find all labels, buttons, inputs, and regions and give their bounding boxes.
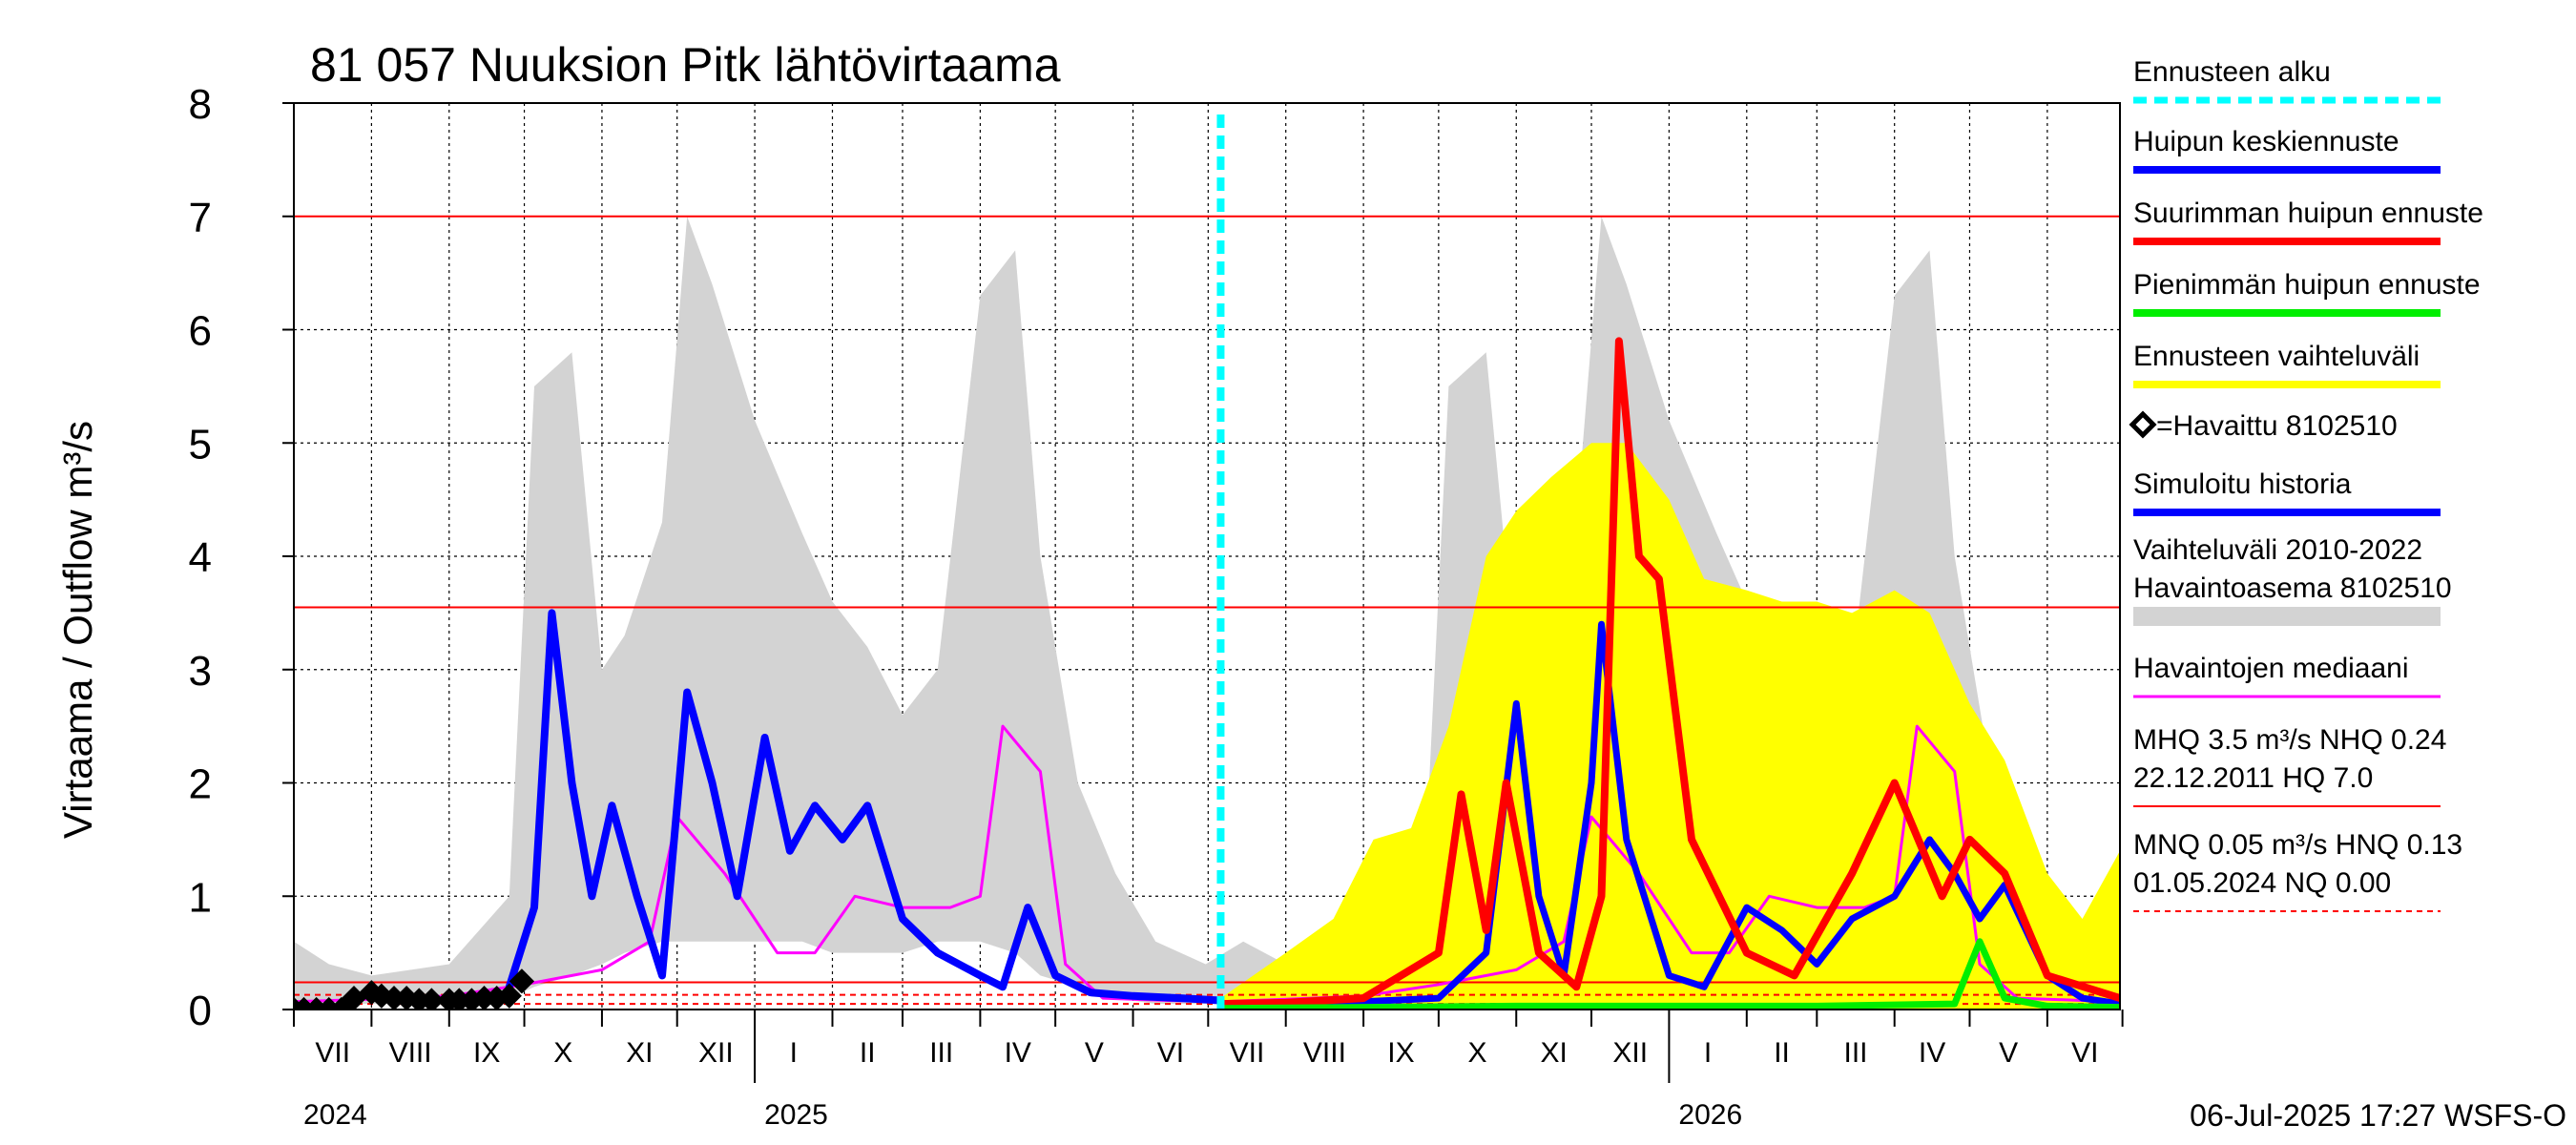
observed-point xyxy=(419,988,445,1010)
month-label: VI xyxy=(2071,1037,2098,1069)
legend-mhq-3-5-m-s-nhq-0-24-line2: 22.12.2011 HQ 7.0 xyxy=(2133,762,2373,794)
series-suurimman-huipun-ennuste xyxy=(1216,337,2120,1009)
y-tick-label: 5 xyxy=(189,421,212,468)
y-tick-label: 6 xyxy=(189,308,212,355)
month-label: IX xyxy=(473,1037,500,1069)
month-label: VII xyxy=(315,1037,350,1069)
month-label: XI xyxy=(1540,1037,1567,1069)
series-pienimm-n-huipun-ennuste xyxy=(1216,938,2120,1010)
month-label: XII xyxy=(698,1037,734,1069)
month-label: X xyxy=(553,1037,572,1069)
month-label: VII xyxy=(1230,1037,1265,1069)
series-simuloitu-historia xyxy=(505,609,1225,1005)
legend-vaihteluv-li-2010-2022: Vaihteluväli 2010-2022 xyxy=(2133,534,2422,566)
legend-havaintojen-mediaani: Havaintojen mediaani xyxy=(2133,653,2409,684)
footer-timestamp: 06-Jul-2025 17:27 WSFS-O xyxy=(2190,1098,2566,1133)
y-tick-label: 7 xyxy=(189,195,212,241)
month-label: I xyxy=(790,1037,798,1069)
observed-point xyxy=(509,968,535,994)
legend-pienimm-n-huipun-ennuste: Pienimmän huipun ennuste xyxy=(2133,269,2481,301)
month-label: III xyxy=(929,1037,953,1069)
plot-content xyxy=(294,215,2120,1010)
legend-huipun-keskiennuste: Huipun keskiennuste xyxy=(2133,126,2399,157)
legend-mnq-0-05-m-s-hnq-0-13-line2: 01.05.2024 NQ 0.00 xyxy=(2133,867,2391,899)
chart-title: 81 057 Nuuksion Pitk lähtövirtaama xyxy=(310,38,1061,92)
y-tick-label: 0 xyxy=(189,988,212,1034)
month-label: VIII xyxy=(389,1037,432,1069)
band-ennusteen-vaihteluv-li xyxy=(1220,443,2120,1010)
month-label: II xyxy=(1774,1037,1790,1069)
legend-havaittu-8102510: =Havaittu 8102510 xyxy=(2156,410,2398,442)
y-tick-label: 1 xyxy=(189,874,212,921)
y-axis-label: Virtaama / Outflow m³/s xyxy=(55,421,100,839)
month-label: V xyxy=(1085,1037,1104,1069)
month-label: I xyxy=(1704,1037,1712,1069)
month-label: IX xyxy=(1387,1037,1414,1069)
month-label: V xyxy=(1999,1037,2018,1069)
series-huipun-keskiennuste xyxy=(1216,620,2120,1008)
year-label: 2026 xyxy=(1678,1099,1742,1131)
year-label: 2024 xyxy=(303,1099,367,1131)
month-label: IV xyxy=(1005,1037,1031,1069)
month-label: VIII xyxy=(1303,1037,1346,1069)
y-tick-label: 3 xyxy=(189,648,212,695)
month-label: II xyxy=(860,1037,876,1069)
legend-suurimman-huipun-ennuste: Suurimman huipun ennuste xyxy=(2133,198,2483,229)
year-label: 2025 xyxy=(764,1099,828,1131)
y-tick-label: 8 xyxy=(189,81,212,128)
legend-observed-marker xyxy=(2129,410,2157,439)
legend-ennusteen-vaihteluv-li: Ennusteen vaihteluväli xyxy=(2133,341,2420,372)
month-label: XII xyxy=(1612,1037,1648,1069)
legend: Ennusteen alku Huipun keskiennuste Suurimm… xyxy=(2129,56,2483,912)
legend-mhq-3-5-m-s-nhq-0-24: MHQ 3.5 m³/s NHQ 0.24 xyxy=(2133,724,2446,756)
legend-simuloitu-historia: Simuloitu historia xyxy=(2133,468,2352,500)
month-label: III xyxy=(1844,1037,1868,1069)
y-tick-label: 2 xyxy=(189,761,212,808)
legend-ennusteen-alku: Ennusteen alku xyxy=(2133,56,2331,88)
legend-mnq-0-05-m-s-hnq-0-13: MNQ 0.05 m³/s HNQ 0.13 xyxy=(2133,829,2462,861)
month-label: X xyxy=(1468,1037,1487,1069)
observed-point xyxy=(328,996,355,1010)
month-label: IV xyxy=(1919,1037,1945,1069)
legend-vaihteluv-li-2010-2022-line2: Havaintoasema 8102510 xyxy=(2133,572,2452,604)
month-label: XI xyxy=(626,1037,653,1069)
month-label: VI xyxy=(1157,1037,1184,1069)
y-tick-label: 4 xyxy=(189,534,212,581)
observed-point xyxy=(496,983,522,1009)
